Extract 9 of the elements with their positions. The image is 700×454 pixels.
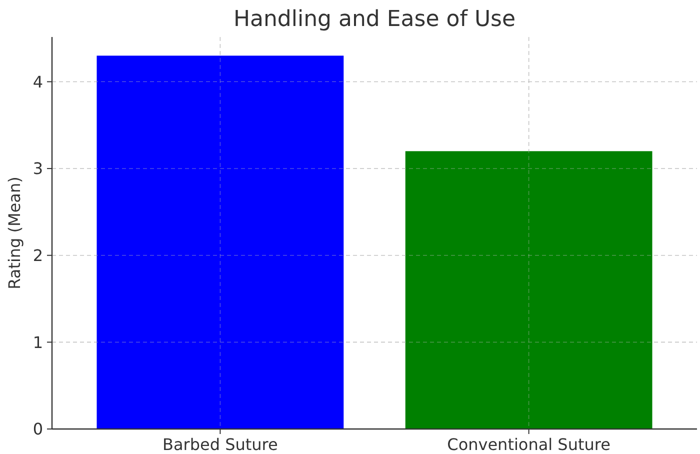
x-tick-label: Barbed Suture [162, 435, 278, 454]
x-tick-label: Conventional Suture [447, 435, 610, 454]
y-tick-label: 3 [32, 159, 43, 178]
chart-title: Handling and Ease of Use [233, 7, 516, 32]
y-tick-label: 2 [32, 246, 43, 265]
y-tick-label: 4 [32, 72, 43, 92]
y-tick-label: 1 [32, 332, 43, 352]
y-axis-title: Rating (Mean) [5, 176, 24, 290]
y-tick-label: 0 [32, 420, 43, 439]
